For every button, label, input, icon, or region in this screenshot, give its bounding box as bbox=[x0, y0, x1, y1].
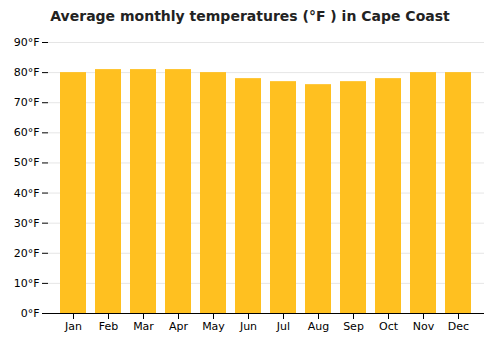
svg-text:20°F: 20°F bbox=[14, 247, 40, 260]
svg-text:Dec: Dec bbox=[448, 320, 469, 333]
svg-text:10°F: 10°F bbox=[14, 277, 40, 290]
svg-text:Jul: Jul bbox=[276, 320, 290, 333]
svg-text:Sep: Sep bbox=[343, 320, 364, 333]
svg-text:50°F: 50°F bbox=[14, 156, 40, 169]
svg-text:90°F: 90°F bbox=[14, 36, 40, 49]
svg-text:Aug: Aug bbox=[308, 320, 329, 333]
svg-text:0°F: 0°F bbox=[21, 307, 40, 320]
svg-text:Jan: Jan bbox=[64, 320, 82, 333]
svg-text:Oct: Oct bbox=[379, 320, 399, 333]
svg-text:40°F: 40°F bbox=[14, 187, 40, 200]
svg-text:60°F: 60°F bbox=[14, 126, 40, 139]
svg-text:70°F: 70°F bbox=[14, 96, 40, 109]
svg-text:Nov: Nov bbox=[413, 320, 435, 333]
html-text:Average monthly temperatures (: Average monthly temperatures (°F ) in Ca… bbox=[50, 8, 450, 24]
svg-text:Jun: Jun bbox=[239, 320, 257, 333]
svg-text:Apr: Apr bbox=[169, 320, 189, 333]
svg-text:Mar: Mar bbox=[133, 320, 154, 333]
svg-text:30°F: 30°F bbox=[14, 217, 40, 230]
svg-text:May: May bbox=[202, 320, 225, 333]
svg-text:Feb: Feb bbox=[99, 320, 118, 333]
svg-text:80°F: 80°F bbox=[14, 66, 40, 79]
